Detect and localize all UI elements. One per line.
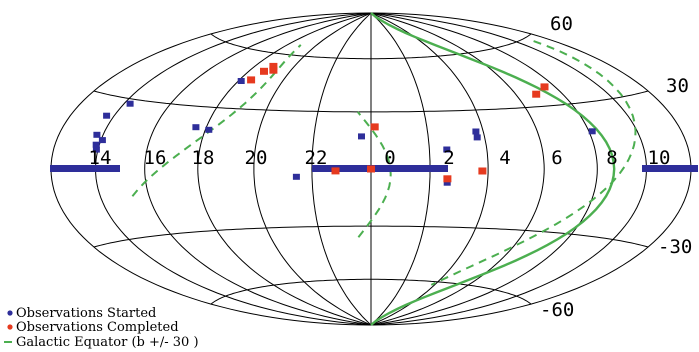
started-point xyxy=(192,124,200,131)
completed-point xyxy=(478,167,487,175)
celestial-equator-band xyxy=(50,165,698,172)
started-point xyxy=(443,146,451,153)
ra-tick-label: 22 xyxy=(305,147,328,169)
observation-points xyxy=(92,62,596,186)
legend-completed-marker xyxy=(7,324,13,330)
started-point xyxy=(98,137,106,144)
started-point xyxy=(443,179,451,186)
legend-galactic-label: Galactic Equator (b +/- 30 ) xyxy=(16,335,199,350)
completed-point xyxy=(331,167,340,175)
equator-band-segment xyxy=(642,165,698,172)
started-point xyxy=(358,133,365,140)
ra-tick-label: 14 xyxy=(89,147,112,169)
dec-tick-label: -60 xyxy=(540,299,574,321)
dec-tick-label: -30 xyxy=(658,236,692,258)
completed-point xyxy=(260,67,268,75)
ra-tick-label: 10 xyxy=(648,147,671,169)
completed-point xyxy=(269,62,278,70)
ra-tick-label: 4 xyxy=(499,147,510,169)
ra-tick-label: 0 xyxy=(384,147,395,169)
completed-point xyxy=(370,123,379,131)
started-point xyxy=(93,131,101,138)
legend: Observations Started Observations Comple… xyxy=(4,306,199,350)
completed-point xyxy=(247,76,256,84)
started-point xyxy=(92,146,100,153)
parallel-line xyxy=(210,33,532,60)
ra-tick-label: 16 xyxy=(144,147,167,169)
parallel-line xyxy=(93,225,649,248)
completed-point xyxy=(540,83,549,91)
ra-tick-label: 6 xyxy=(551,147,562,169)
started-point xyxy=(588,128,596,135)
legend-started-label: Observations Started xyxy=(16,306,156,321)
started-point xyxy=(205,126,213,133)
started-point xyxy=(237,78,245,84)
dec-tick-label: 60 xyxy=(550,13,573,35)
completed-point xyxy=(443,175,452,183)
completed-point xyxy=(269,66,278,74)
equator-band-segment xyxy=(50,165,120,172)
started-point xyxy=(473,134,481,141)
equator-band-segment xyxy=(312,165,448,172)
started-point xyxy=(92,141,100,148)
galactic-offset-line xyxy=(356,111,392,238)
started-point xyxy=(103,112,111,119)
parallel-line xyxy=(93,90,649,113)
completed-point xyxy=(367,165,375,173)
legend-started-marker xyxy=(7,310,13,316)
legend-completed-label: Observations Completed xyxy=(16,320,179,335)
ra-tick-label: 20 xyxy=(245,147,268,169)
axis-labels: 14 16 18 20 22 0 2 4 6 8 10 60 30 -30 -60 xyxy=(89,13,693,321)
ra-tick-label: 2 xyxy=(443,147,454,169)
ra-tick-label: 18 xyxy=(192,147,215,169)
galactic-equator-line xyxy=(370,12,616,326)
dec-tick-label: 30 xyxy=(666,75,689,97)
parallel-line xyxy=(210,278,532,305)
galactic-offset-line xyxy=(131,44,302,197)
completed-point xyxy=(532,90,541,98)
ra-tick-label: 8 xyxy=(606,147,617,169)
started-point xyxy=(126,100,134,107)
galactic-equator-curves xyxy=(131,12,637,326)
galactic-offset-line xyxy=(430,40,637,286)
started-point xyxy=(472,128,480,135)
started-point xyxy=(292,173,300,180)
